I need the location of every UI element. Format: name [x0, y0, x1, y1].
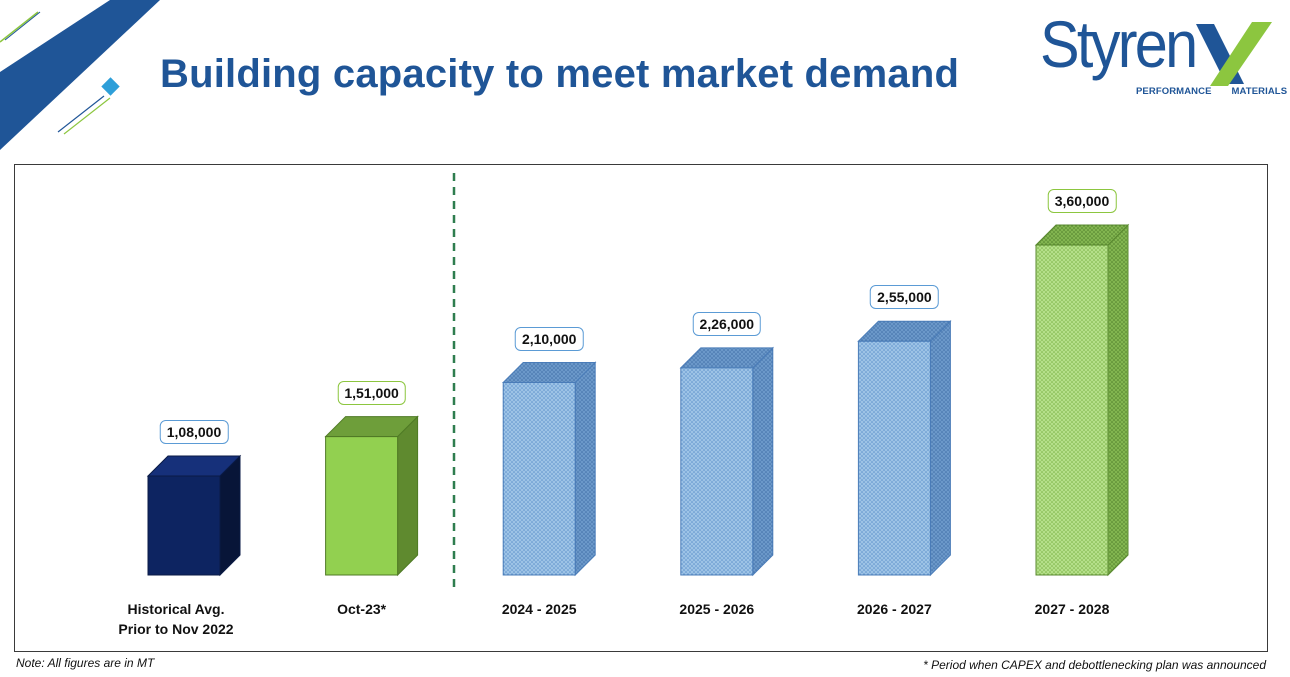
logo-tagline-right: MATERIALS: [1231, 86, 1288, 97]
data-label: 3,60,000: [1047, 189, 1117, 213]
data-label: 2,26,000: [692, 311, 762, 336]
category-label-line: 2025 - 2026: [679, 601, 755, 617]
bar-chart: [146, 173, 1130, 589]
bar-front-face: [325, 436, 399, 576]
bar-6: [1034, 223, 1130, 577]
category-label-line: Oct-23*: [337, 601, 387, 617]
data-label: 1,51,000: [337, 380, 406, 405]
bar-front-face: [147, 475, 221, 576]
logo-wordmark: Styren: [1040, 7, 1198, 81]
bar-front-face: [1035, 244, 1109, 576]
capex-footnote: * Period when CAPEX and debottlenecking …: [923, 658, 1266, 672]
data-label: 2,55,000: [870, 285, 939, 310]
corner-decoration: [0, 0, 160, 150]
logo-tagline: PERFORMANCE MATERIALS: [1136, 86, 1287, 97]
green-line-bottom: [63, 97, 111, 135]
green-line-top: [0, 11, 39, 43]
bar-4: [679, 346, 775, 577]
bar-group: [146, 223, 1130, 577]
bar-3: [501, 361, 597, 577]
category-label: Historical Avg. Prior to Nov 2022: [91, 599, 261, 639]
category-label: 2026 - 2027: [809, 599, 979, 619]
logo-tagline-left: PERFORMANCE: [1136, 86, 1212, 97]
bar-front-face: [680, 367, 754, 576]
bar-side-face: [752, 346, 774, 577]
logo-x-green-stroke: [1210, 22, 1272, 86]
bar-1: [146, 454, 242, 577]
bar-front-face: [857, 340, 931, 576]
bar-side-face: [1107, 223, 1129, 577]
chart-frame: 1,08,000 Historical Avg. Prior to Nov 2022…: [14, 164, 1268, 652]
blue-stripe: [0, 0, 160, 150]
blue-line-top: [4, 11, 41, 41]
category-label-line: 2026 - 2027: [857, 601, 932, 617]
category-label-line: 2024 - 2025: [501, 601, 577, 617]
category-label: Oct-23*: [277, 599, 447, 619]
category-label: 2025 - 2026: [632, 599, 802, 619]
bar-5: [857, 320, 952, 577]
bar-side-face: [929, 320, 951, 577]
bar-side-face: [219, 454, 241, 577]
bar-2: [324, 415, 419, 577]
logo-x-mark: [1196, 22, 1272, 86]
category-label-line: Prior to Nov 2022: [118, 621, 234, 637]
units-note: Note: All figures are in MT: [16, 656, 155, 670]
page-title: Building capacity to meet market demand: [160, 52, 960, 96]
diamond-icon: [101, 77, 120, 96]
bar-side-face: [574, 361, 596, 577]
category-label-line: Historical Avg.: [127, 601, 225, 617]
styrenix-logo: Styren PERFORMANCE MATERIALS: [1032, 7, 1290, 110]
data-label: 2,10,000: [514, 326, 584, 351]
category-label: 2027 - 2028: [987, 599, 1157, 619]
data-label: 1,08,000: [159, 420, 229, 444]
blue-line-bottom: [57, 95, 105, 133]
bar-front-face: [502, 382, 576, 576]
category-label: 2024 - 2025: [454, 599, 624, 619]
category-label-line: 2027 - 2028: [1034, 601, 1110, 617]
bar-side-face: [397, 415, 419, 577]
